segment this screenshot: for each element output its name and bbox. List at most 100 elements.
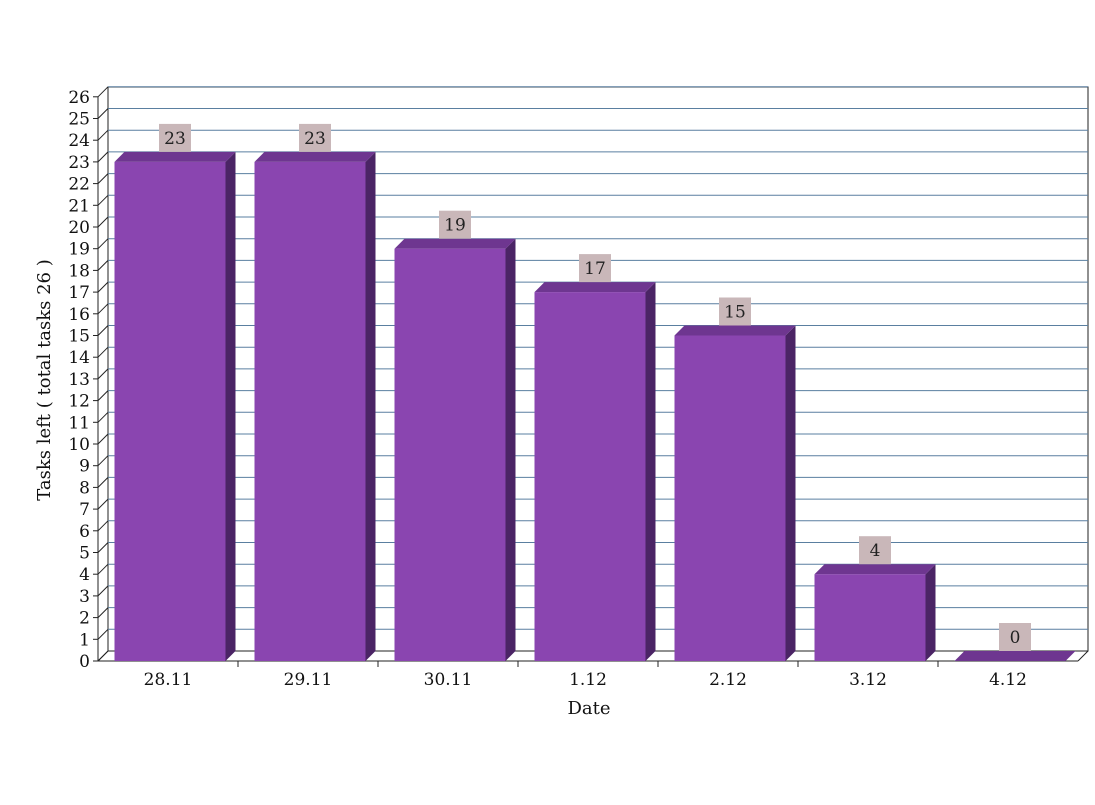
y-tick-label: 7 (79, 500, 90, 520)
y-tick-depth (97, 563, 109, 575)
data-label: 4 (870, 541, 881, 561)
y-tick-label: 17 (68, 283, 90, 303)
bar (114, 161, 226, 661)
y-tick-label: 4 (79, 565, 90, 585)
data-labels-layer: 23 23 19 17 15 4 0 (159, 123, 1031, 651)
bar-side (225, 151, 236, 661)
bar (254, 161, 366, 661)
y-axis-title: Tasks left ( total tasks 26 ) (34, 259, 55, 500)
data-label-box (159, 123, 191, 152)
y-tick-label: 13 (68, 370, 90, 390)
data-label-box (999, 623, 1031, 651)
y-tick-label: 26 (68, 88, 90, 108)
y-tick-depth (97, 108, 109, 119)
y-tick-label: 10 (68, 435, 90, 455)
y-tick-depth (97, 628, 109, 640)
x-axis-title: Date (567, 698, 610, 719)
x-tick-label: 4.12 (989, 670, 1027, 690)
data-label-box (299, 123, 331, 152)
bar-side (505, 238, 516, 661)
y-tick-label: 15 (68, 327, 90, 347)
bar-side (925, 564, 936, 661)
bar-top (534, 282, 656, 293)
bar-top (814, 564, 936, 575)
data-label: 19 (444, 216, 466, 236)
bar (814, 574, 926, 661)
bar-top (674, 325, 796, 336)
y-tick-label: 2 (79, 609, 90, 629)
y-tick-label: 5 (79, 544, 90, 564)
y-tick-depth (97, 281, 109, 293)
y-tick-depth (97, 151, 109, 163)
y-tick-depth (97, 542, 109, 553)
y-tick-depth (97, 585, 109, 597)
data-label-box (719, 297, 751, 326)
y-tick-label: 0 (79, 652, 90, 672)
data-label: 15 (724, 303, 746, 323)
y-tick-label: 20 (68, 218, 90, 238)
y-tick-depth (97, 216, 109, 228)
x-tick-label: 1.12 (569, 670, 607, 690)
y-tick-label: 3 (79, 587, 90, 607)
y-tick-depth (97, 129, 109, 141)
y-tick-label: 21 (68, 196, 90, 216)
floor-right-edge (1077, 650, 1089, 662)
x-tick-label: 29.11 (284, 670, 333, 690)
y-tick-label: 9 (79, 457, 90, 477)
y-tick-depth (97, 194, 109, 206)
y-tick-depth (97, 433, 109, 445)
y-tick-label: 19 (68, 240, 90, 260)
data-label: 23 (304, 129, 326, 149)
y-tick-depth (97, 520, 109, 532)
y-tick-label: 18 (68, 261, 90, 281)
y-tick-label: 24 (68, 131, 90, 151)
y-tick-depth (97, 455, 109, 467)
y-tick-depth (97, 390, 109, 401)
y-tick-depth (97, 477, 109, 488)
bar (534, 292, 646, 661)
y-tick-depth (97, 325, 109, 336)
y-tick-depth (97, 173, 109, 184)
bar-side (645, 282, 656, 661)
y-tick-depth (97, 368, 109, 380)
y-tick-depth (97, 650, 109, 662)
x-tick-label: 30.11 (424, 670, 473, 690)
data-label: 0 (1010, 628, 1021, 648)
y-tick-label: 6 (79, 522, 90, 542)
bar-top (114, 151, 236, 162)
bar-top (954, 651, 1076, 661)
y-tick-depth (97, 238, 109, 250)
y-tick-depth (97, 86, 109, 98)
data-label-box (579, 254, 611, 283)
bar-top (394, 238, 516, 249)
y-tick-depth (97, 498, 109, 510)
bar-side (365, 151, 376, 661)
y-tick-depth (97, 346, 109, 358)
y-tick-label: 16 (68, 305, 90, 325)
data-label: 23 (164, 129, 186, 149)
y-tick-depth (97, 607, 109, 618)
y-tick-depth (97, 260, 109, 271)
bars-layer (114, 151, 1076, 661)
y-tick-depth (97, 411, 109, 423)
data-label: 17 (584, 259, 606, 279)
data-label-box (859, 536, 891, 565)
bar-side (785, 325, 796, 661)
x-tick-label: 3.12 (849, 670, 887, 690)
y-tick-label: 8 (79, 478, 90, 498)
x-tick-label: 28.11 (144, 670, 193, 690)
y-tick-label: 12 (68, 392, 90, 412)
y-tick-label: 23 (68, 153, 90, 173)
y-tick-label: 1 (79, 630, 90, 650)
bar (674, 335, 786, 661)
y-tick-label: 11 (68, 413, 90, 433)
x-tick-label: 2.12 (709, 670, 747, 690)
bar-top (254, 151, 376, 162)
y-tick-label: 22 (68, 175, 90, 195)
data-label-box (439, 210, 471, 239)
y-tick-label: 25 (68, 110, 90, 130)
y-tick-depth (97, 303, 109, 315)
bar (394, 248, 506, 661)
y-tick-label: 14 (68, 348, 90, 368)
